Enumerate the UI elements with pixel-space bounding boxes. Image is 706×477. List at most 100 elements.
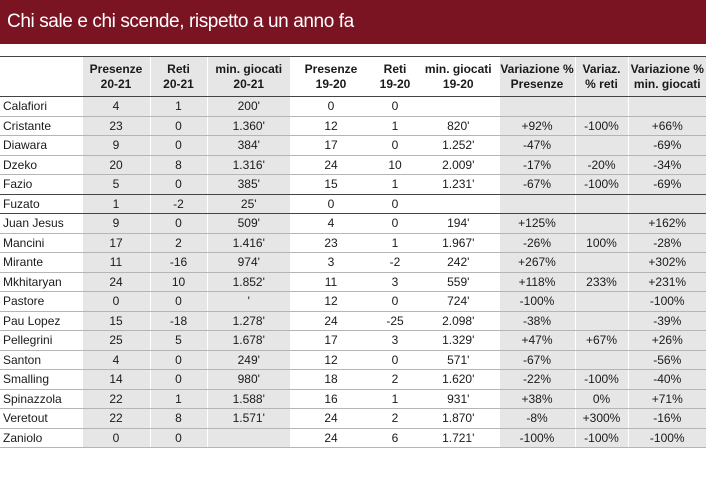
table-cell: 4 [81, 96, 150, 117]
table-body: Calafiori 4 1 200' 0 0 Cristante 23 0 1.360' 12 1 82… [0, 96, 706, 448]
table-cell: 10 [149, 272, 207, 292]
table-cell: -100% [627, 291, 706, 312]
table-row: Fazio 5 0 385' 15 1 1.231' -67% -100% -69% [0, 174, 706, 195]
table-cell: -16 [149, 252, 207, 273]
table-row: Zaniolo 0 0 24 6 1.721' -100% -100% -100% [0, 428, 706, 448]
header-row: Presenze 20-21 Reti 20-21 min. giocati 20-21 P… [0, 57, 706, 97]
table-cell: +267% [498, 252, 575, 273]
player-name-cell: Dzeko [0, 155, 82, 175]
table-row: Fuzato 1 -2 25' 0 0 [0, 194, 706, 214]
table-cell: +26% [627, 330, 706, 351]
table-cell: 4 [290, 213, 372, 234]
column-header-line2: 20-21 [163, 76, 194, 91]
table-cell: -100% [574, 116, 628, 136]
table-cell: 11 [290, 272, 372, 292]
table-row: Mirante 11 -16 974' 3 -2 242' +267% +302% [0, 252, 706, 273]
column-header-line2: 19-20 [379, 76, 411, 91]
table-cell: -56% [627, 350, 706, 370]
table-cell: -22% [498, 369, 575, 390]
table-cell: 931' [418, 389, 499, 409]
player-name-cell: Mancini [0, 233, 82, 253]
table-row: Spinazzola 22 1 1.588' 16 1 931' +38% 0% +71% [0, 389, 706, 409]
column-header-line2: 20-21 [100, 76, 132, 91]
table-cell: 18 [290, 369, 372, 390]
table-cell: -39% [627, 311, 706, 331]
table-row: Calafiori 4 1 200' 0 0 [0, 96, 706, 117]
table-cell [574, 96, 628, 117]
table-cell: 0 [149, 350, 207, 370]
table-cell [574, 350, 628, 370]
table-cell: 22 [81, 389, 150, 409]
table-cell: 242' [418, 252, 499, 273]
table-cell: 1.360' [206, 116, 290, 136]
player-name-cell: Fuzato [0, 194, 82, 214]
table-cell [498, 96, 575, 117]
table-cell: 23 [81, 116, 150, 136]
table-cell [574, 311, 628, 331]
stats-table-container: Presenze 20-21 Reti 20-21 min. giocati 20-21 P… [0, 56, 706, 477]
table-cell [574, 213, 628, 234]
player-name-cell: Juan Jesus [0, 213, 82, 234]
table-cell: -18 [149, 311, 207, 331]
table-cell: +162% [627, 213, 706, 234]
player-name-cell: Calafiori [0, 96, 82, 117]
table-row: Diawara 9 0 384' 17 0 1.252' -47% -69% [0, 135, 706, 156]
table-row: Cristante 23 0 1.360' 12 1 820' +92% -100% +66% [0, 116, 706, 136]
player-name-cell: Santon [0, 350, 82, 370]
table-cell: 22 [81, 408, 150, 429]
table-cell: 15 [81, 311, 150, 331]
table-cell [627, 96, 706, 117]
table-cell: +118% [498, 272, 575, 292]
table-cell: 5 [149, 330, 207, 351]
table-cell: 25 [81, 330, 150, 351]
table-cell: 15 [290, 174, 372, 195]
column-header: Reti 20-21 [149, 57, 207, 97]
column-header-line1: Variazione % [630, 61, 704, 76]
table-cell: -67% [498, 350, 575, 370]
page-title: Chi sale e chi scende, rispetto a un ann… [7, 11, 354, 32]
table-cell: 1 [372, 116, 418, 136]
table-cell [574, 135, 628, 156]
table-cell: -40% [627, 369, 706, 390]
player-name-cell: Mirante [0, 252, 82, 273]
player-name-cell: Pellegrini [0, 330, 82, 351]
table-cell: 2 [149, 233, 207, 253]
table-cell: -100% [574, 369, 628, 390]
table-cell: -34% [627, 155, 706, 175]
table-cell: -100% [574, 428, 628, 448]
table-cell: 0 [149, 291, 207, 312]
table-cell: 1.721' [418, 428, 499, 448]
table-cell: 17 [290, 330, 372, 351]
table-cell: 25' [206, 194, 290, 214]
table-cell: 23 [290, 233, 372, 253]
table-cell: 1 [149, 389, 207, 409]
table-cell: 12 [290, 350, 372, 370]
table-cell: 0 [81, 428, 150, 448]
table-row: Dzeko 20 8 1.316' 24 10 2.009' -17% -20% -34% [0, 155, 706, 175]
table-cell: 1.571' [206, 408, 290, 429]
table-cell: 384' [206, 135, 290, 156]
column-header-line1: Presenze [304, 61, 358, 76]
player-name-cell: Smalling [0, 369, 82, 390]
table-cell: +92% [498, 116, 575, 136]
table-cell: 17 [290, 135, 372, 156]
table-cell: -16% [627, 408, 706, 429]
table-cell: -25 [372, 311, 418, 331]
table-cell: 100% [574, 233, 628, 253]
column-header-line1: Presenze [89, 61, 143, 76]
stats-table: Presenze 20-21 Reti 20-21 min. giocati 20-21 P… [0, 57, 706, 448]
table-cell: 0 [372, 135, 418, 156]
table-cell: +300% [574, 408, 628, 429]
column-header-line2: 19-20 [315, 76, 347, 91]
table-cell: -47% [498, 135, 575, 156]
table-cell: 3 [372, 272, 418, 292]
table-cell: -100% [498, 291, 575, 312]
column-header-line1: Reti [167, 61, 190, 76]
table-cell: 1.620' [418, 369, 499, 390]
table-cell: +67% [574, 330, 628, 351]
table-cell: 0 [290, 96, 372, 117]
column-header: Variazione % Presenze [498, 57, 575, 97]
player-name-cell: Mkhitaryan [0, 272, 82, 292]
table-cell: 11 [81, 252, 150, 273]
table-cell: -8% [498, 408, 575, 429]
